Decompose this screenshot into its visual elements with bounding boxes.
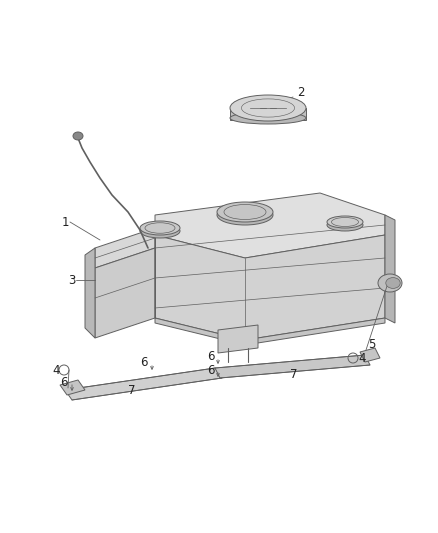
Text: 5: 5 [368,338,375,351]
Ellipse shape [217,202,273,222]
Polygon shape [360,348,380,362]
Text: 4: 4 [52,364,60,376]
Text: 2: 2 [297,85,304,99]
Text: 3: 3 [68,273,75,287]
Polygon shape [95,228,155,268]
Text: 4: 4 [358,351,365,365]
Text: 7: 7 [290,368,297,382]
Polygon shape [60,380,85,395]
Polygon shape [155,193,385,258]
Text: 6: 6 [60,376,67,389]
Polygon shape [155,235,385,340]
Polygon shape [85,248,95,338]
Polygon shape [218,325,258,353]
Polygon shape [155,318,385,345]
Polygon shape [385,215,395,323]
Ellipse shape [327,219,363,231]
Ellipse shape [327,216,363,228]
Text: 6: 6 [140,357,148,369]
Ellipse shape [378,274,402,292]
Polygon shape [230,108,306,120]
Polygon shape [215,355,370,378]
Text: 6: 6 [207,351,215,364]
Polygon shape [95,248,155,338]
Ellipse shape [386,278,400,288]
Ellipse shape [230,112,306,124]
Text: 1: 1 [62,215,70,229]
Ellipse shape [140,221,180,235]
Text: 7: 7 [128,384,135,397]
Ellipse shape [140,224,180,238]
Text: 6: 6 [207,364,215,376]
Ellipse shape [73,132,83,140]
Ellipse shape [230,95,306,121]
Polygon shape [65,368,222,400]
Ellipse shape [217,205,273,225]
